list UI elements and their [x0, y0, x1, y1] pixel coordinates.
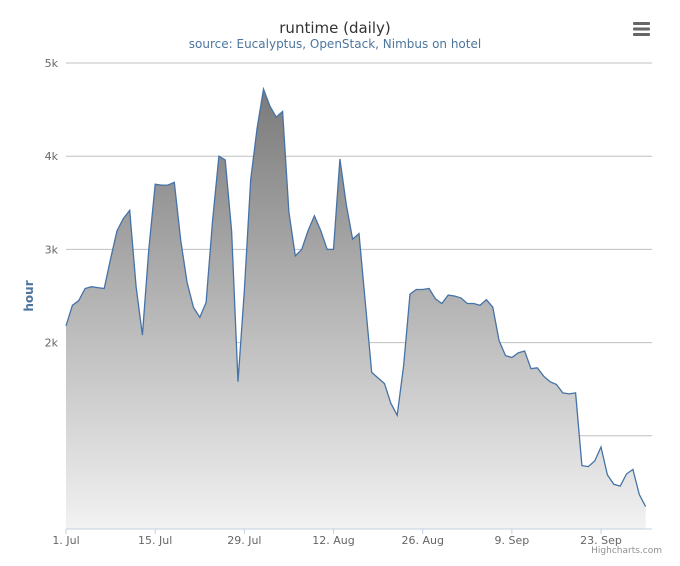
- x-tick-label: 29. Jul: [227, 534, 261, 547]
- x-tick-label: 1. Jul: [52, 534, 79, 547]
- x-tick-label: 26. Aug: [401, 534, 443, 547]
- series-area-fill: [66, 89, 646, 529]
- chart-title: runtime (daily): [279, 19, 390, 37]
- x-axis-ticks: 1. Jul 15. Jul 29. Jul 12. Aug 26. Aug 9. Sep…: [52, 529, 622, 547]
- y-tick-label: 2k: [45, 337, 59, 350]
- y-tick-label: 4k: [45, 150, 59, 163]
- y-axis-label: hour: [22, 280, 36, 311]
- chart-subtitle: source: Eucalyptus, OpenStack, Nimbus on…: [189, 37, 481, 51]
- x-tick-label: 9. Sep: [495, 534, 530, 547]
- hamburger-menu-icon: [633, 22, 650, 36]
- y-tick-label: 3k: [45, 243, 59, 256]
- y-tick-label: 5k: [45, 57, 59, 70]
- x-tick-label: 23. Sep: [580, 534, 622, 547]
- x-tick-label: 12. Aug: [312, 534, 354, 547]
- series-line: [65, 86, 647, 507]
- credits-link[interactable]: Highcharts.com: [591, 546, 662, 556]
- x-tick-label: 15. Jul: [138, 534, 172, 547]
- y-axis-ticks: 2k 3k 4k 5k: [45, 57, 59, 350]
- chart-menu-button[interactable]: [628, 16, 656, 42]
